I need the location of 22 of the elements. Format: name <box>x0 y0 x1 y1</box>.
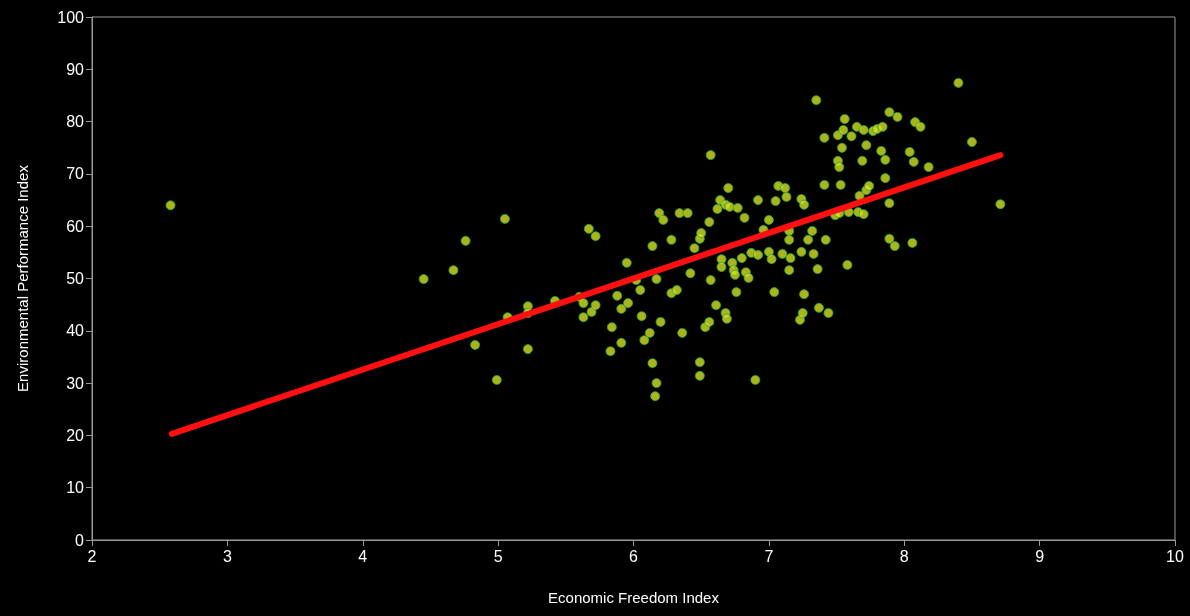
y-tick-label: 30 <box>66 374 85 392</box>
x-tick-label: 6 <box>629 547 639 565</box>
y-axis-title: Environmental Performance Index <box>14 164 31 392</box>
y-tick-label: 70 <box>66 165 85 183</box>
y-tick-label: 60 <box>66 217 85 235</box>
x-tick-label: 5 <box>493 547 503 565</box>
x-tick-label: 9 <box>1035 547 1045 565</box>
y-tick-label: 90 <box>66 60 85 78</box>
y-tick-label: 20 <box>66 426 85 444</box>
x-tick-label: 3 <box>222 547 232 565</box>
x-axis-title: Economic Freedom Index <box>548 589 720 606</box>
y-tick-label: 0 <box>75 531 85 549</box>
y-tick-label: 40 <box>66 322 85 340</box>
y-tick-label: 100 <box>57 8 85 26</box>
x-tick-label: 2 <box>87 547 97 565</box>
x-tick-label: 7 <box>764 547 774 565</box>
x-tick-label: 8 <box>899 547 909 565</box>
y-tick-label: 10 <box>66 479 85 497</box>
y-tick-label: 80 <box>66 113 85 131</box>
x-tick-label: 10 <box>1166 547 1184 565</box>
x-tick-label: 4 <box>358 547 368 565</box>
y-tick-label: 50 <box>66 270 85 287</box>
